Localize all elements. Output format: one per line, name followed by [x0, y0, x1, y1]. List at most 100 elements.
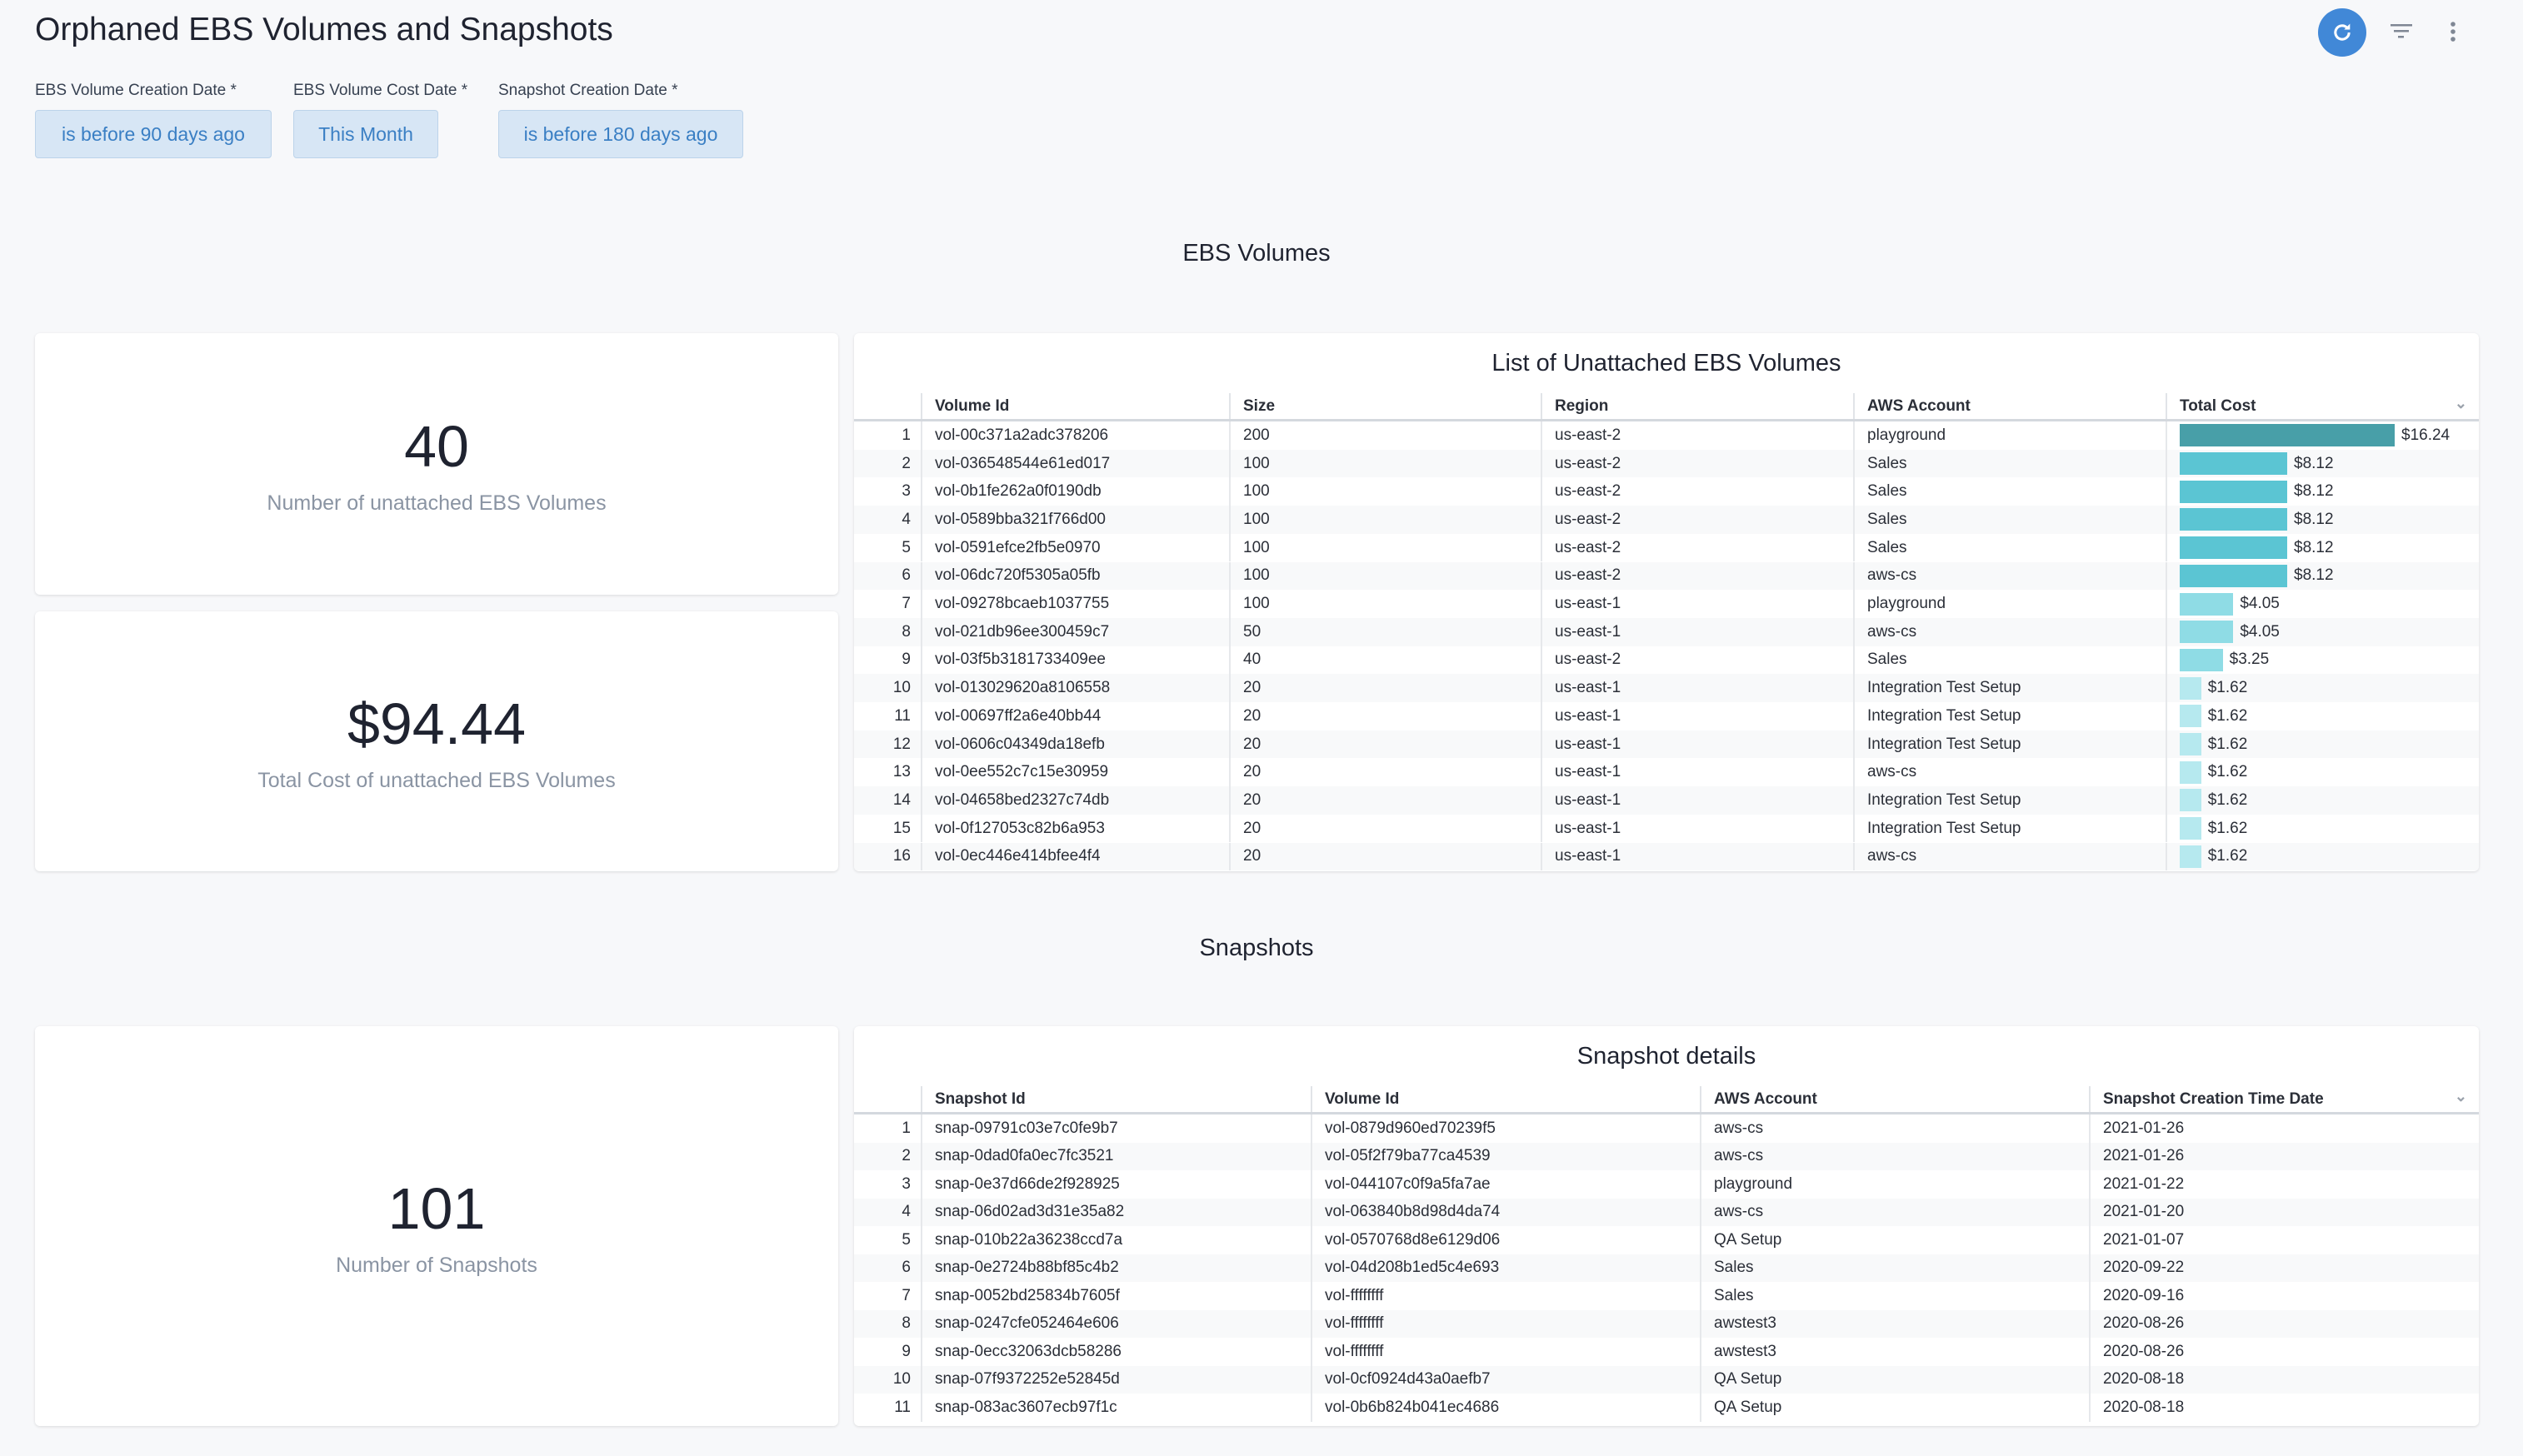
column-header[interactable]: Total Cost [2166, 393, 2479, 419]
cell-text: 2020-08-26 [2103, 1314, 2185, 1333]
column-header[interactable]: Size [1229, 393, 1541, 419]
refresh-button[interactable] [2318, 8, 2366, 57]
table-row[interactable]: 7 vol-09278bcaeb1037755 100 us-east-1 playgr… [854, 590, 2479, 618]
cell-text: vol-0cf0924d43a0aefb7 [1325, 1370, 1491, 1389]
table-cell: playground [1700, 1170, 2089, 1199]
table-row[interactable]: 6 snap-0e2724b88bf85c4b2 vol-04d208b1ed5c4… [854, 1254, 2479, 1282]
table-cell: 20 [1229, 814, 1541, 843]
table-row[interactable]: 5 snap-010b22a36238ccd7a vol-0570768d8e612… [854, 1226, 2479, 1254]
row-number: 3 [902, 482, 911, 501]
table-row[interactable]: 10 snap-07f9372252e52845d vol-0cf0924d43a0… [854, 1365, 2479, 1394]
table-cell: snap-07f9372252e52845d [921, 1365, 1311, 1394]
table-row[interactable]: 8 snap-0247cfe052464e606 vol-ffffffff awste… [854, 1309, 2479, 1338]
table-cell: vol-04658bed2327c74db [921, 786, 1229, 815]
table-cell: 2020-09-16 [2089, 1282, 2479, 1310]
table-row[interactable]: 11 snap-083ac3607ecb97f1c vol-0b6b824b041e… [854, 1394, 2479, 1422]
cost-bar [2180, 536, 2287, 560]
table-row[interactable]: 2 vol-036548544e61ed017 100 us-east-2 Sales $… [854, 449, 2479, 478]
cell-text: aws-cs [1714, 1203, 1764, 1221]
table-row[interactable]: 11 vol-00697ff2a6e40bb44 20 us-east-1 Integr… [854, 702, 2479, 730]
section-heading-ebs: EBS Volumes [1182, 240, 1331, 267]
row-number: 7 [902, 1286, 911, 1304]
table-cell: 100 [1229, 561, 1541, 591]
table-cell: 20 [1229, 730, 1541, 759]
table-cell: vol-03f5b3181733409ee [921, 646, 1229, 675]
table-row[interactable]: 13 vol-0ee552c7c15e30959 20 us-east-1 aws-cs… [854, 758, 2479, 787]
table-row[interactable]: 8 vol-021db96ee300459c7 50 us-east-1 aws-cs $… [854, 617, 2479, 646]
table-row[interactable]: 10 vol-013029620a8106558 20 us-east-1 Integr… [854, 674, 2479, 702]
more-options-button[interactable] [2438, 17, 2468, 47]
row-number: 16 [892, 847, 911, 865]
table-row[interactable]: 1 vol-00c371a2adc378206 200 us-east-2 playgr… [854, 421, 2479, 450]
filter-button[interactable] [2383, 17, 2420, 47]
cell-text: us-east-2 [1555, 482, 1621, 501]
table-cell: 20 [1229, 842, 1541, 871]
table-row[interactable]: 7 snap-0052bd25834b7605f vol-ffffffff Sales… [854, 1282, 2479, 1310]
table-row[interactable]: 3 vol-0b1fe262a0f0190db 100 us-east-2 Sales $… [854, 477, 2479, 506]
table-row[interactable]: 14 vol-04658bed2327c74db 20 us-east-1 Integr… [854, 786, 2479, 815]
table-cell: $1.62 [2166, 702, 2479, 730]
column-header[interactable]: Volume Id [1311, 1086, 1700, 1112]
cell-text: QA Setup [1714, 1230, 1782, 1249]
row-number: 1 [902, 1119, 911, 1137]
table-row[interactable]: 15 vol-0f127053c82b6a953 20 us-east-1 Integr… [854, 814, 2479, 843]
table-cell: us-east-1 [1541, 842, 1853, 871]
row-number: 2 [902, 1147, 911, 1165]
column-header[interactable]: Volume Id [921, 393, 1229, 419]
table-cell: us-east-2 [1541, 421, 1853, 450]
chevron-down-icon[interactable]: ⌄ [2454, 395, 2467, 411]
filter-volume-creation-date[interactable]: is before 90 days ago [35, 110, 272, 158]
table-cell: Sales [1853, 533, 2166, 562]
table-cell: us-east-1 [1541, 814, 1853, 843]
cell-text: 100 [1243, 510, 1270, 528]
cell-text: awstest3 [1714, 1314, 1776, 1333]
cell-text: snap-0052bd25834b7605f [935, 1286, 1120, 1304]
table-cell: $4.05 [2166, 590, 2479, 618]
table-row[interactable]: 2 snap-0dad0fa0ec7fc3521 vol-05f2f79ba77ca… [854, 1142, 2479, 1170]
table-row[interactable]: 9 vol-03f5b3181733409ee 40 us-east-2 Sales $3… [854, 646, 2479, 675]
cell-text: us-east-1 [1555, 595, 1621, 613]
table-cell: us-east-2 [1541, 561, 1853, 591]
cell-text: Sales [1867, 651, 1907, 669]
chevron-down-icon[interactable]: ⌄ [2454, 1088, 2467, 1104]
table-cell: snap-010b22a36238ccd7a [921, 1226, 1311, 1254]
cell-text: us-east-1 [1555, 735, 1621, 753]
table-row[interactable]: 6 vol-06dc720f5305a05fb 100 us-east-2 aws-cs… [854, 561, 2479, 591]
cell-text: us-east-1 [1555, 763, 1621, 781]
column-header[interactable]: AWS Account [1700, 1086, 2089, 1112]
table-cell: 40 [1229, 646, 1541, 675]
cost-bar [2180, 789, 2201, 812]
table-cell: Integration Test Setup [1853, 702, 2166, 730]
table-cell: vol-ffffffff [1311, 1338, 1700, 1366]
table-row[interactable]: 4 vol-0589bba321f766d00 100 us-east-2 Sales $… [854, 506, 2479, 534]
table-cell: 100 [1229, 506, 1541, 534]
table-row[interactable]: 12 vol-0606c04349da18efb 20 us-east-1 Integr… [854, 730, 2479, 759]
cell-text: 20 [1243, 679, 1262, 697]
filter-snapshot-creation-date[interactable]: is before 180 days ago [498, 110, 743, 158]
column-header[interactable]: AWS Account [1853, 393, 2166, 419]
table-row[interactable]: 9 snap-0ecc32063dcb58286 vol-ffffffff awste… [854, 1338, 2479, 1366]
column-header[interactable]: Region [1541, 393, 1853, 419]
table-cell: 2020-08-26 [2089, 1338, 2479, 1366]
cell-text: 2020-09-16 [2103, 1286, 2185, 1304]
column-header[interactable]: Snapshot Creation Time Date [2089, 1086, 2479, 1112]
table-cell: awstest3 [1700, 1338, 2089, 1366]
cost-bar [2180, 452, 2287, 475]
table-row[interactable]: 5 vol-0591efce2fb5e0970 100 us-east-2 Sales $… [854, 533, 2479, 562]
cell-text: vol-0606c04349da18efb [935, 735, 1105, 753]
refresh-icon [2334, 23, 2351, 41]
cell-text: snap-07f9372252e52845d [935, 1370, 1120, 1389]
filter-volume-cost-date[interactable]: This Month [293, 110, 438, 158]
table-row[interactable]: 3 snap-0e37d66de2f928925 vol-044107c0f9a5f… [854, 1170, 2479, 1199]
table-cell: QA Setup [1700, 1226, 2089, 1254]
table-row[interactable]: 4 snap-06d02ad3d31e35a82 vol-063840b8d98d4… [854, 1198, 2479, 1226]
cell-text: awstest3 [1714, 1342, 1776, 1360]
column-header[interactable]: Snapshot Id [921, 1086, 1311, 1112]
table-cell: snap-0247cfe052464e606 [921, 1309, 1311, 1338]
cell-text: $16.24 [2401, 426, 2451, 444]
table-row[interactable]: 16 vol-0ec446e414bfee4f4 20 us-east-1 aws-cs… [854, 842, 2479, 871]
table-cell: aws-cs [1853, 561, 2166, 591]
cell-text: vol-021db96ee300459c7 [935, 622, 1110, 641]
table-cell: 2020-08-18 [2089, 1394, 2479, 1422]
table-row[interactable]: 1 snap-09791c03e7c0fe9b7 vol-0879d960ed702… [854, 1114, 2479, 1143]
